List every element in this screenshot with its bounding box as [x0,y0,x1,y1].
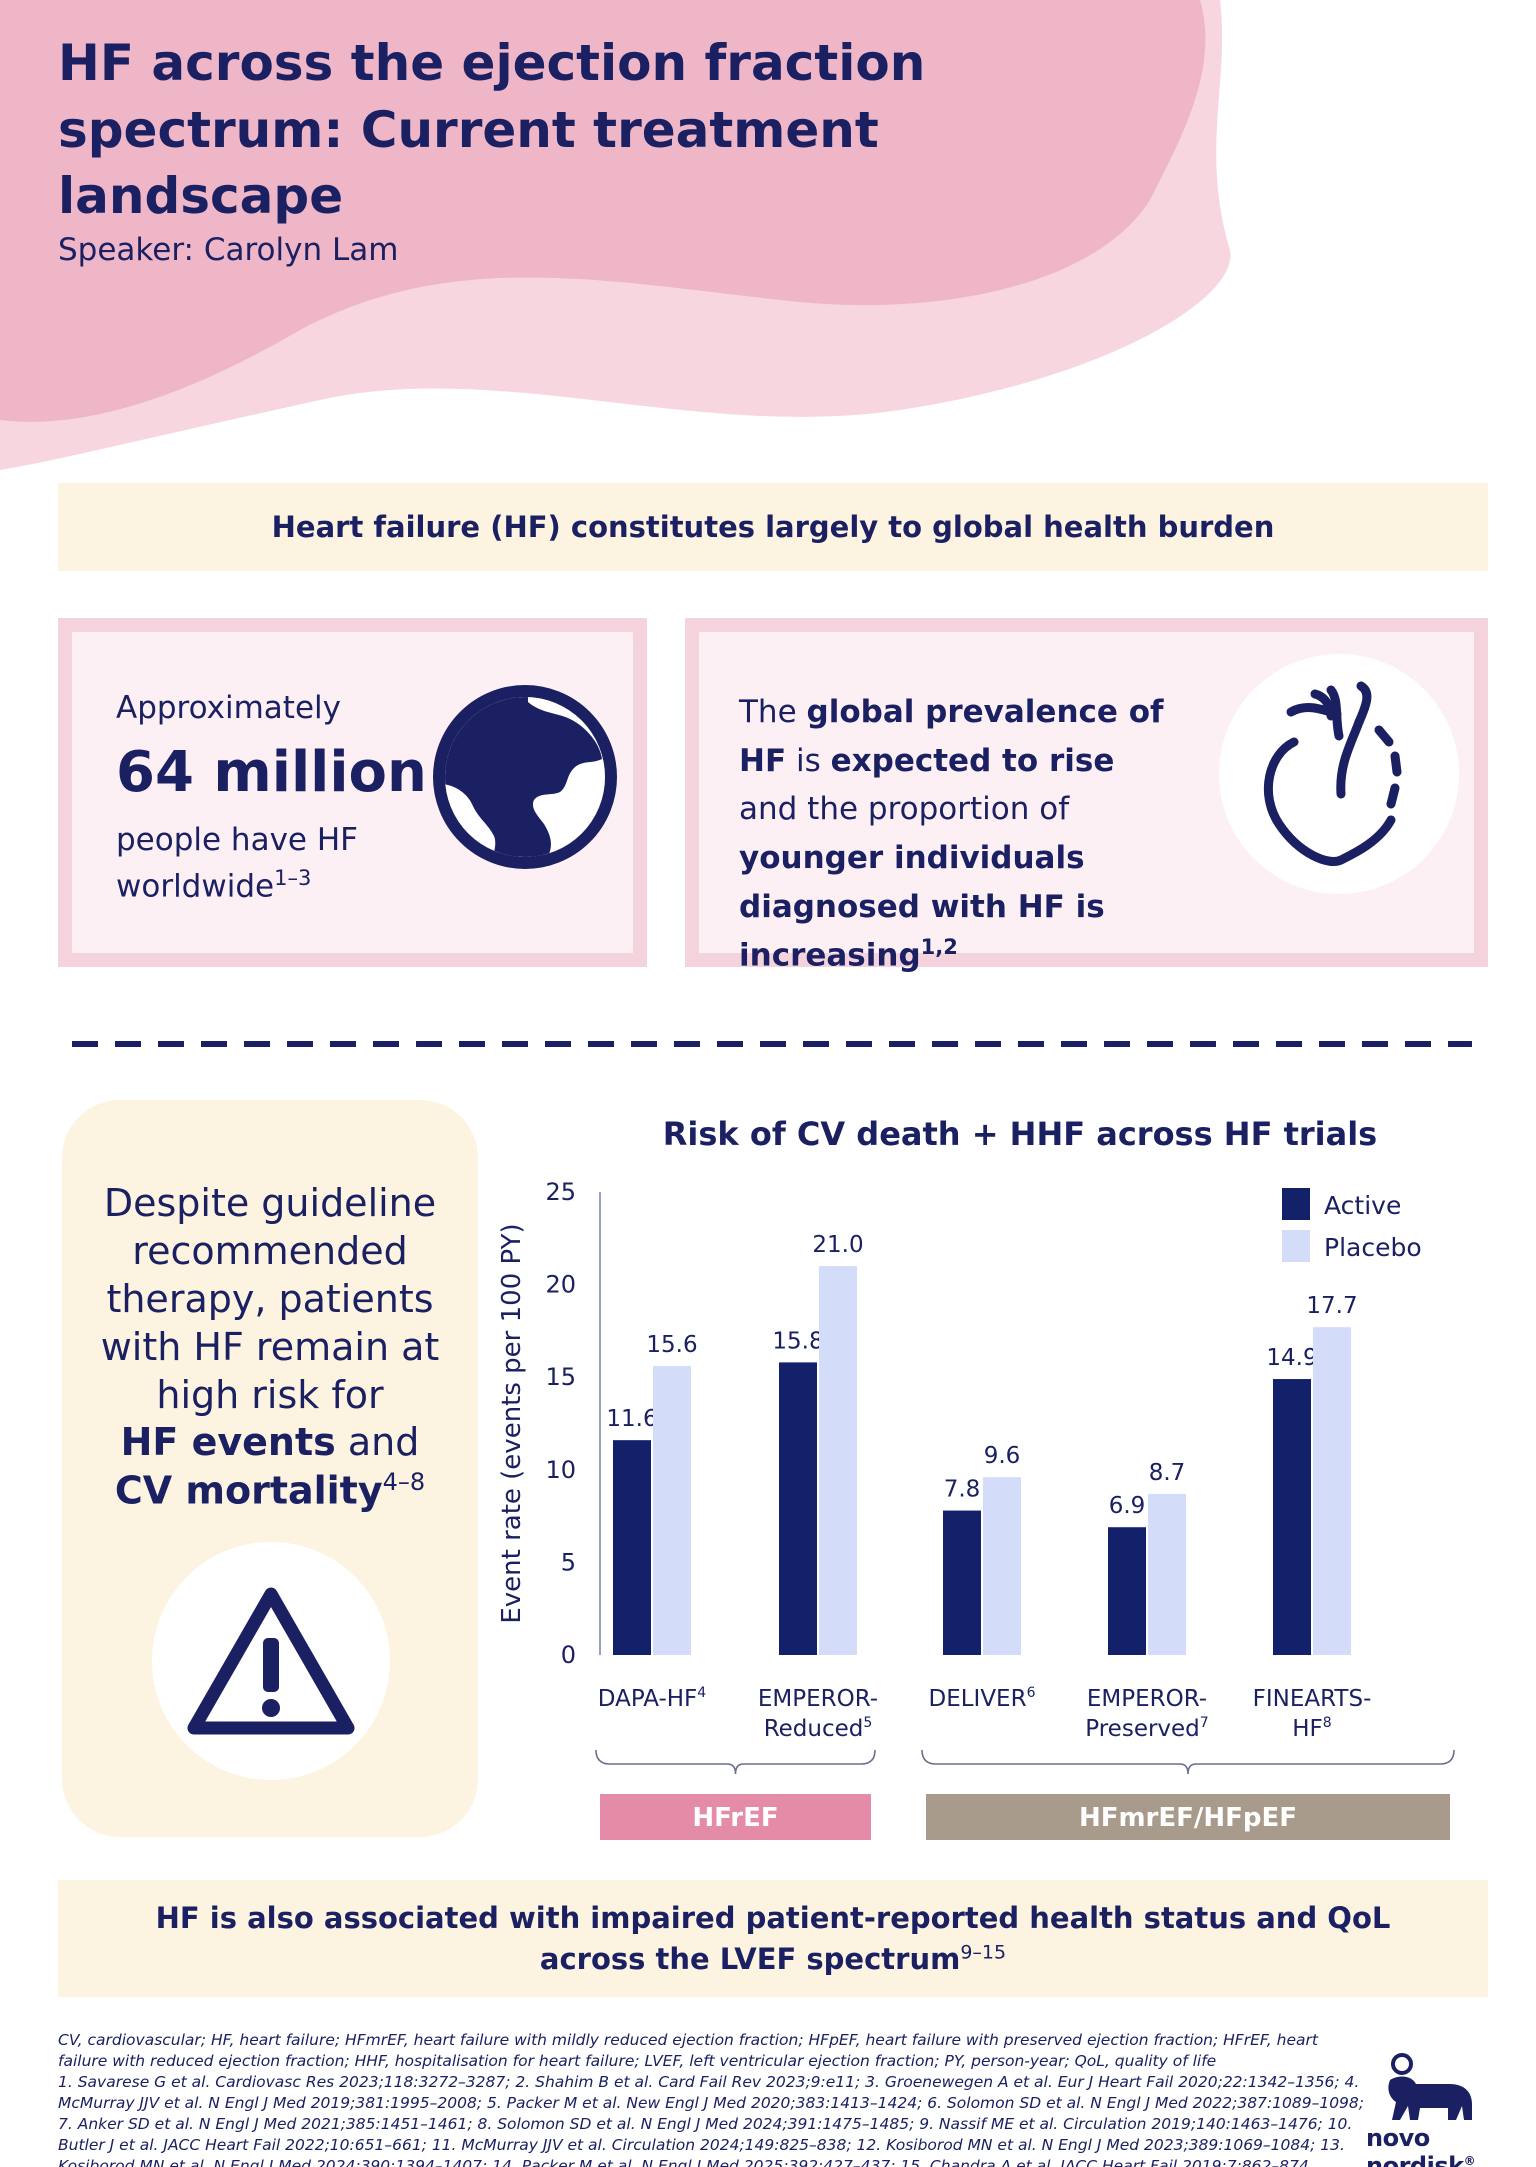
stat-line1: people have HF [116,822,358,858]
qol-banner: HF is also associated with impaired pati… [58,1880,1488,1997]
x-tick-ref: 5 [863,1715,872,1731]
y-tick-label: 0 [561,1641,576,1669]
x-tick-ref: 7 [1200,1715,1209,1731]
risk-text-bold1: HF events [120,1420,336,1465]
y-tick-label: 25 [545,1178,576,1206]
x-tick-ref: 4 [697,1685,706,1701]
x-tick-label: EMPEROR- [758,1686,878,1712]
heart-icon-circle [1219,654,1459,894]
prev-refs: 1,2 [920,935,958,960]
bar-active [613,1440,651,1655]
data-label: 6.9 [1109,1493,1146,1519]
group-bar-hfmref-hfpef [926,1794,1450,1840]
legend-label: Active [1324,1191,1401,1220]
x-tick-label: DELIVER6 [928,1685,1035,1712]
prev-part6: younger individuals diagnosed with HF is… [739,839,1105,974]
brand-wordmark: novo nordisk® [1366,2124,1536,2167]
prevalence-stat-box: Approximately 64 million people have HF … [58,618,647,967]
bar-active [1273,1379,1311,1655]
x-tick-ref: 8 [1323,1715,1332,1731]
brand-name: novo nordisk [1366,2124,1464,2167]
prev-part3: is [786,742,831,779]
stat-prefix: Approximately [116,690,341,726]
group-brace [921,1749,1455,1775]
stat-line2: worldwide [116,868,275,905]
qol-refs: 9–15 [960,1940,1007,1963]
bar-active [943,1510,981,1655]
bar-placebo [1148,1493,1186,1655]
group-label: HFmrEF/HFpEF [1079,1803,1297,1833]
data-label: 17.7 [1306,1293,1357,1319]
x-tick-label: EMPEROR- [1087,1686,1207,1712]
risk-refs: 4–8 [382,1468,426,1497]
risk-panel: Despite guideline recommended therapy, p… [62,1100,478,1837]
stat-description: people have HF worldwide1–3 [116,818,396,909]
y-axis-label: Event rate (events per 100 PY) [497,1223,527,1623]
risk-text-bold2: CV mortality [114,1468,383,1513]
x-tick-label-line2: Preserved7 [1085,1715,1208,1742]
data-label: 15.8 [772,1328,823,1354]
burden-banner: Heart failure (HF) constitutes largely t… [58,483,1488,571]
x-tick-label: FINEARTS- [1253,1686,1372,1712]
bull-logo-icon [1388,2053,1472,2120]
x-tick-label-line2: Reduced5 [764,1715,873,1742]
qol-line1: HF is also associated with impaired pati… [155,1900,1391,1935]
risk-text-and: and [335,1420,420,1465]
group-brace [595,1749,876,1775]
references: 1. Savarese G et al. Cardiovasc Res 2023… [58,2073,1365,2167]
title-block: HF across the ejection fraction spectrum… [58,30,958,268]
prev-part4: expected to rise [830,742,1115,779]
data-label: 14.9 [1266,1345,1317,1371]
brand-mark: ® [1463,2154,1476,2167]
prev-part5: and the proportion of [739,791,1070,828]
prev-part1: The [739,694,807,730]
chart-title: Risk of CV death + HHF across HF trials [662,1115,1378,1153]
speaker-label: Speaker: Carolyn Lam [58,231,399,268]
qol-line2: across the LVEF spectrum [539,1941,961,1976]
risk-text-main: Despite guideline recommended therapy, p… [100,1181,440,1417]
y-tick-label: 20 [545,1271,576,1299]
data-label: 8.7 [1149,1460,1186,1486]
prev-part2: global prevalence of HF [739,694,1164,779]
legend-swatch-placebo [1282,1230,1310,1262]
risk-text: Despite guideline recommended therapy, p… [62,1180,478,1516]
group-label: HFrEF [692,1803,778,1833]
page-title: HF across the ejection fraction spectrum… [58,34,926,225]
section-divider [72,1041,1472,1047]
data-label: 15.6 [646,1332,697,1358]
bar-active [779,1362,817,1655]
group-bar-hfref [600,1794,871,1840]
warning-icon [187,1587,355,1735]
bar-placebo [1313,1327,1351,1655]
bar-chart: 0 5 10 15 20 25 Event rate (events per 100 PY)… [497,1178,1455,1840]
x-tick-label-line2: HF8 [1292,1715,1331,1742]
warning-icon-circle [152,1542,390,1780]
bar-placebo [653,1366,691,1655]
bar-placebo [819,1266,857,1655]
data-label: 7.8 [944,1477,981,1503]
globe-icon [432,684,618,870]
legend-label: Placebo [1324,1233,1422,1262]
stat-refs: 1–3 [274,865,312,890]
header-decoration [0,0,1231,470]
heart-icon [1263,681,1402,866]
prevalence-trend-box: The global prevalence of HF is expected … [685,618,1488,974]
y-tick-label: 10 [545,1456,576,1484]
y-tick-label: 5 [561,1548,576,1576]
data-label: 11.6 [606,1406,657,1432]
abbreviations: CV, cardiovascular; HF, heart failure; H… [58,2031,1318,2071]
x-tick-label: DAPA-HF4 [598,1685,707,1712]
data-label: 9.6 [984,1443,1021,1469]
data-label: 21.0 [812,1232,863,1258]
stat-value: 64 million [116,740,427,805]
bar-placebo [983,1477,1021,1655]
bar-active [1108,1527,1146,1655]
prevalence-text: The global prevalence of HF is expected … [739,688,1179,980]
footnotes: CV, cardiovascular; HF, heart failure; H… [58,2030,1368,2167]
y-tick-label: 15 [545,1363,576,1391]
x-tick-ref: 6 [1027,1685,1036,1701]
legend-swatch-active [1282,1188,1310,1220]
